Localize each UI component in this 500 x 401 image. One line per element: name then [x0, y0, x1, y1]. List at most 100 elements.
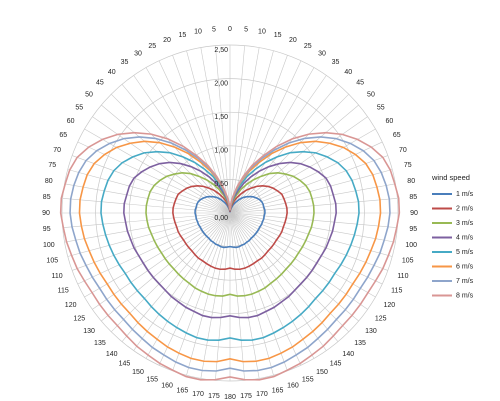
spoke [215, 45, 231, 214]
legend-title: wind speed [431, 173, 470, 182]
spoke [67, 212, 231, 257]
spoke [229, 212, 393, 257]
spoke [64, 212, 231, 243]
legend-label: 7 m/s [456, 278, 474, 285]
series-line [172, 184, 288, 271]
angle-label: 130 [365, 328, 377, 335]
angle-label: 40 [108, 69, 116, 76]
angle-label: 30 [134, 50, 142, 57]
spoke [67, 169, 231, 214]
series-line [123, 161, 337, 319]
spoke [72, 155, 231, 214]
spoke [84, 212, 231, 298]
spoke [77, 212, 231, 285]
angle-label: 20 [163, 37, 171, 44]
angle-label: 175 [240, 393, 252, 400]
angle-label: 55 [377, 104, 385, 111]
angle-label: 50 [85, 92, 93, 99]
angle-label: 80 [45, 178, 53, 185]
angle-label: 95 [409, 226, 417, 233]
angle-label: 35 [332, 59, 340, 66]
angle-label: 170 [256, 391, 268, 398]
spoke [121, 212, 231, 342]
spoke [229, 212, 376, 298]
angle-label: 110 [52, 273, 63, 280]
angle-label: 175 [208, 393, 220, 400]
spoke [229, 212, 315, 359]
angle-label: 100 [43, 242, 55, 249]
series-line [194, 195, 266, 249]
angle-label: 15 [274, 32, 282, 39]
spoke [110, 212, 231, 333]
angle-label: 145 [119, 361, 131, 368]
spoke [229, 212, 339, 342]
angle-label: 135 [354, 340, 366, 347]
angle-label: 5 [244, 27, 248, 34]
series-line [100, 150, 360, 341]
angle-label: 0 [228, 26, 232, 33]
angle-label: 95 [43, 226, 51, 233]
angle-label: 10 [194, 29, 202, 36]
angle-label: 75 [404, 162, 412, 169]
angle-label: 165 [272, 388, 284, 395]
spoke [229, 169, 393, 214]
angle-label: 125 [375, 315, 387, 322]
angle-label: 115 [58, 288, 69, 295]
y-tick-label: 1,50 [214, 114, 228, 121]
angle-label: 10 [258, 29, 266, 36]
legend-label: 8 m/s [456, 292, 474, 299]
spoke [229, 212, 359, 322]
spoke [229, 141, 383, 214]
legend-label: 1 m/s [456, 191, 474, 198]
spoke [229, 212, 388, 271]
angle-label: 155 [146, 377, 158, 384]
spoke [229, 212, 383, 285]
angle-label: 160 [161, 383, 173, 390]
angle-label: 35 [121, 59, 129, 66]
angle-label: 90 [410, 210, 418, 217]
series-line [78, 140, 382, 363]
spoke [200, 47, 231, 214]
angle-label: 70 [399, 147, 407, 154]
angle-label: 80 [407, 178, 415, 185]
y-tick-label: 1,00 [214, 148, 228, 155]
spoke [158, 212, 231, 366]
angle-label: 45 [96, 80, 104, 87]
angle-label: 140 [106, 351, 118, 358]
angle-label: 100 [405, 242, 417, 249]
angle-label: 120 [384, 302, 396, 309]
angle-label: 55 [75, 104, 83, 111]
spoke [229, 212, 350, 333]
angle-label: 15 [178, 32, 186, 39]
legend-label: 5 m/s [456, 249, 474, 256]
angle-label: 145 [330, 361, 342, 368]
series-line [59, 131, 401, 381]
angle-label: 90 [42, 210, 50, 217]
legend-label: 2 m/s [456, 205, 474, 212]
angle-label: 60 [385, 118, 393, 125]
spoke [229, 212, 327, 351]
angle-label: 130 [83, 328, 95, 335]
spoke [229, 104, 359, 214]
angle-label: 155 [302, 377, 314, 384]
angle-label: 40 [344, 69, 352, 76]
legend-label: 6 m/s [456, 263, 474, 270]
spoke [77, 141, 231, 214]
angle-label: 25 [148, 43, 156, 50]
angle-label: 85 [43, 194, 51, 201]
angle-label: 120 [65, 302, 77, 309]
angle-label: 65 [393, 132, 401, 139]
y-tick-label: 2,50 [214, 47, 228, 54]
angle-label: 60 [67, 118, 75, 125]
angle-label: 135 [94, 340, 106, 347]
spoke [133, 212, 231, 351]
angle-label: 180 [224, 394, 236, 401]
angle-label: 125 [73, 315, 85, 322]
spoke [72, 212, 231, 271]
angle-label: 150 [132, 369, 144, 376]
spoke [229, 67, 315, 214]
angle-label: 45 [356, 80, 364, 87]
spoke [121, 84, 231, 214]
angle-label: 110 [397, 273, 408, 280]
spoke [101, 104, 231, 214]
